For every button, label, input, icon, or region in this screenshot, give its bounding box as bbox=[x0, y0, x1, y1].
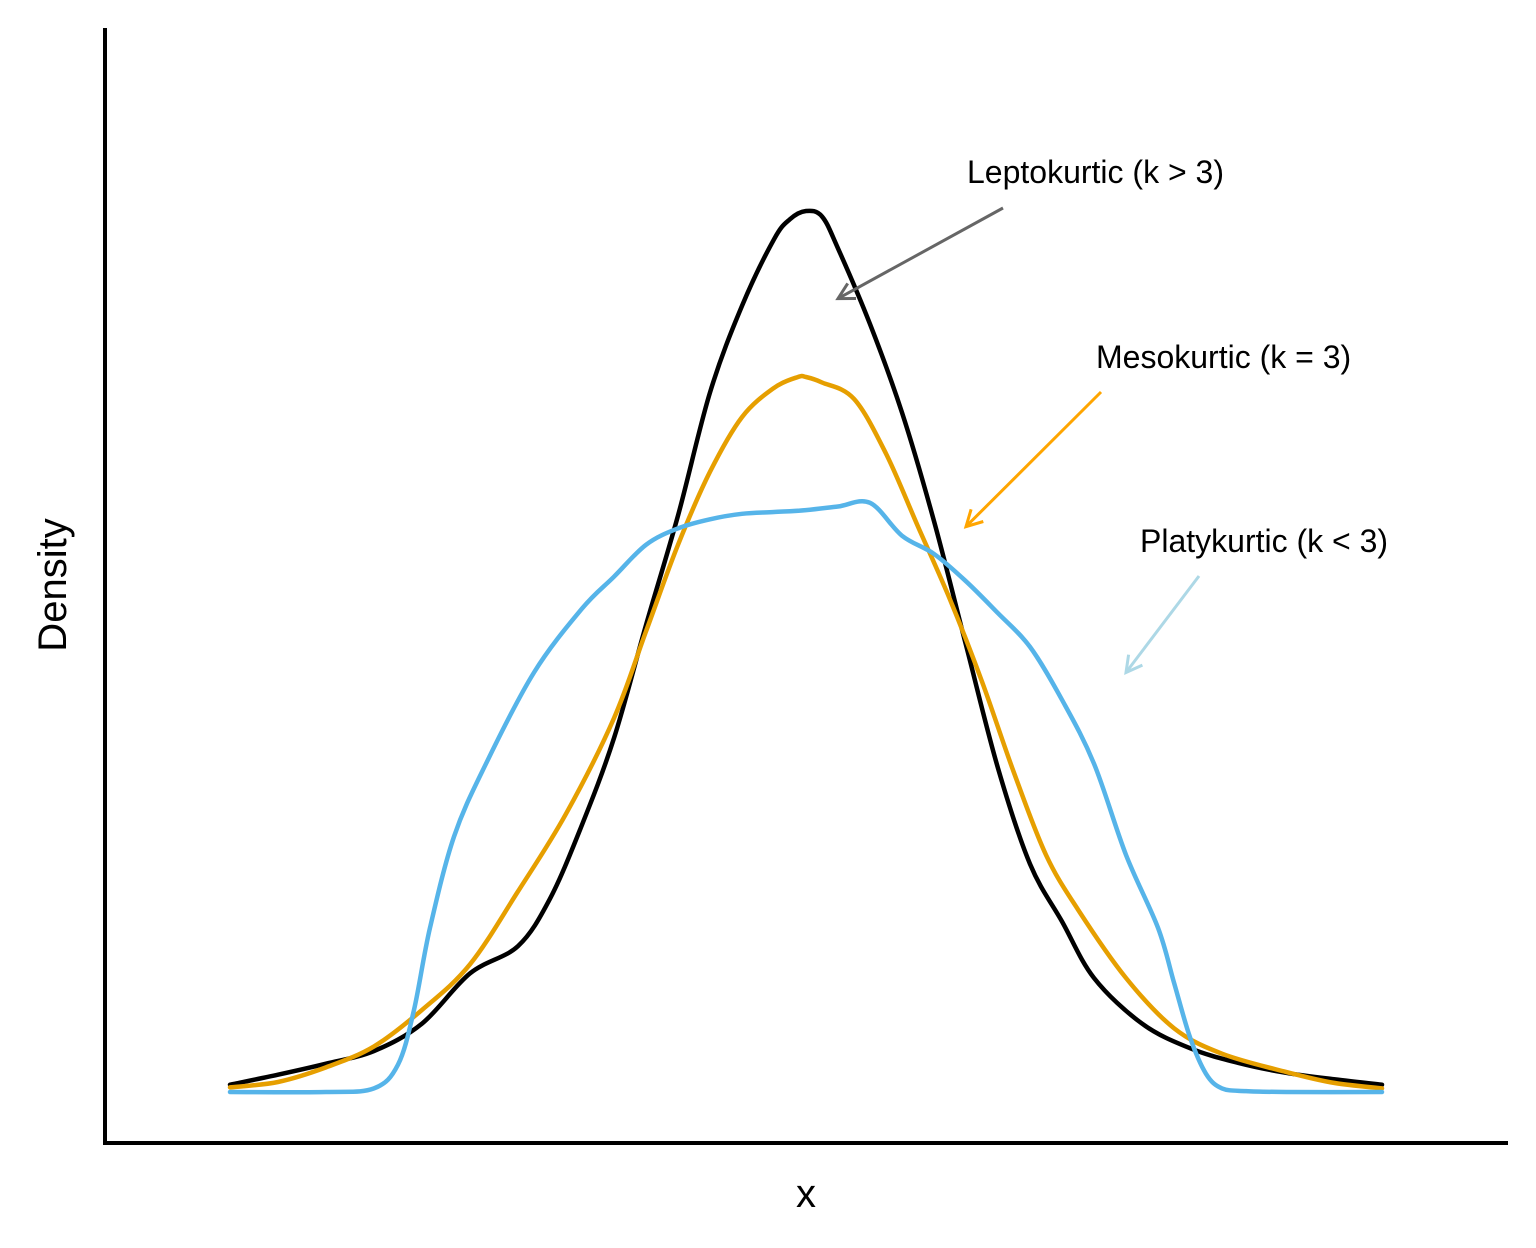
x-axis-title: x bbox=[796, 1172, 816, 1216]
leptokurtic-curve bbox=[227, 208, 1385, 1087]
arrow-head bbox=[835, 282, 857, 301]
y-axis-title: Density bbox=[31, 518, 75, 651]
arrow-shaft bbox=[964, 390, 1103, 528]
annotations: Leptokurtic (k > 3) Mesokurtic (k = 3) P… bbox=[967, 154, 1388, 559]
annotation-platykurtic: Platykurtic (k < 3) bbox=[1140, 523, 1388, 559]
density-curves bbox=[227, 208, 1385, 1095]
annotation-arrow-platy bbox=[1124, 575, 1201, 675]
arrow-head bbox=[963, 508, 984, 529]
platykurtic-curve bbox=[227, 498, 1385, 1095]
annotation-arrows bbox=[835, 206, 1201, 675]
annotation-arrow-meso bbox=[963, 390, 1103, 529]
arrow-shaft bbox=[837, 206, 1004, 300]
annotation-leptokurtic: Leptokurtic (k > 3) bbox=[967, 154, 1224, 190]
arrow-shaft bbox=[1124, 575, 1201, 674]
annotation-arrow-lepto bbox=[835, 206, 1004, 301]
mesokurtic-curve bbox=[227, 373, 1385, 1091]
annotation-mesokurtic: Mesokurtic (k = 3) bbox=[1096, 339, 1351, 375]
arrow-head bbox=[1124, 654, 1144, 675]
